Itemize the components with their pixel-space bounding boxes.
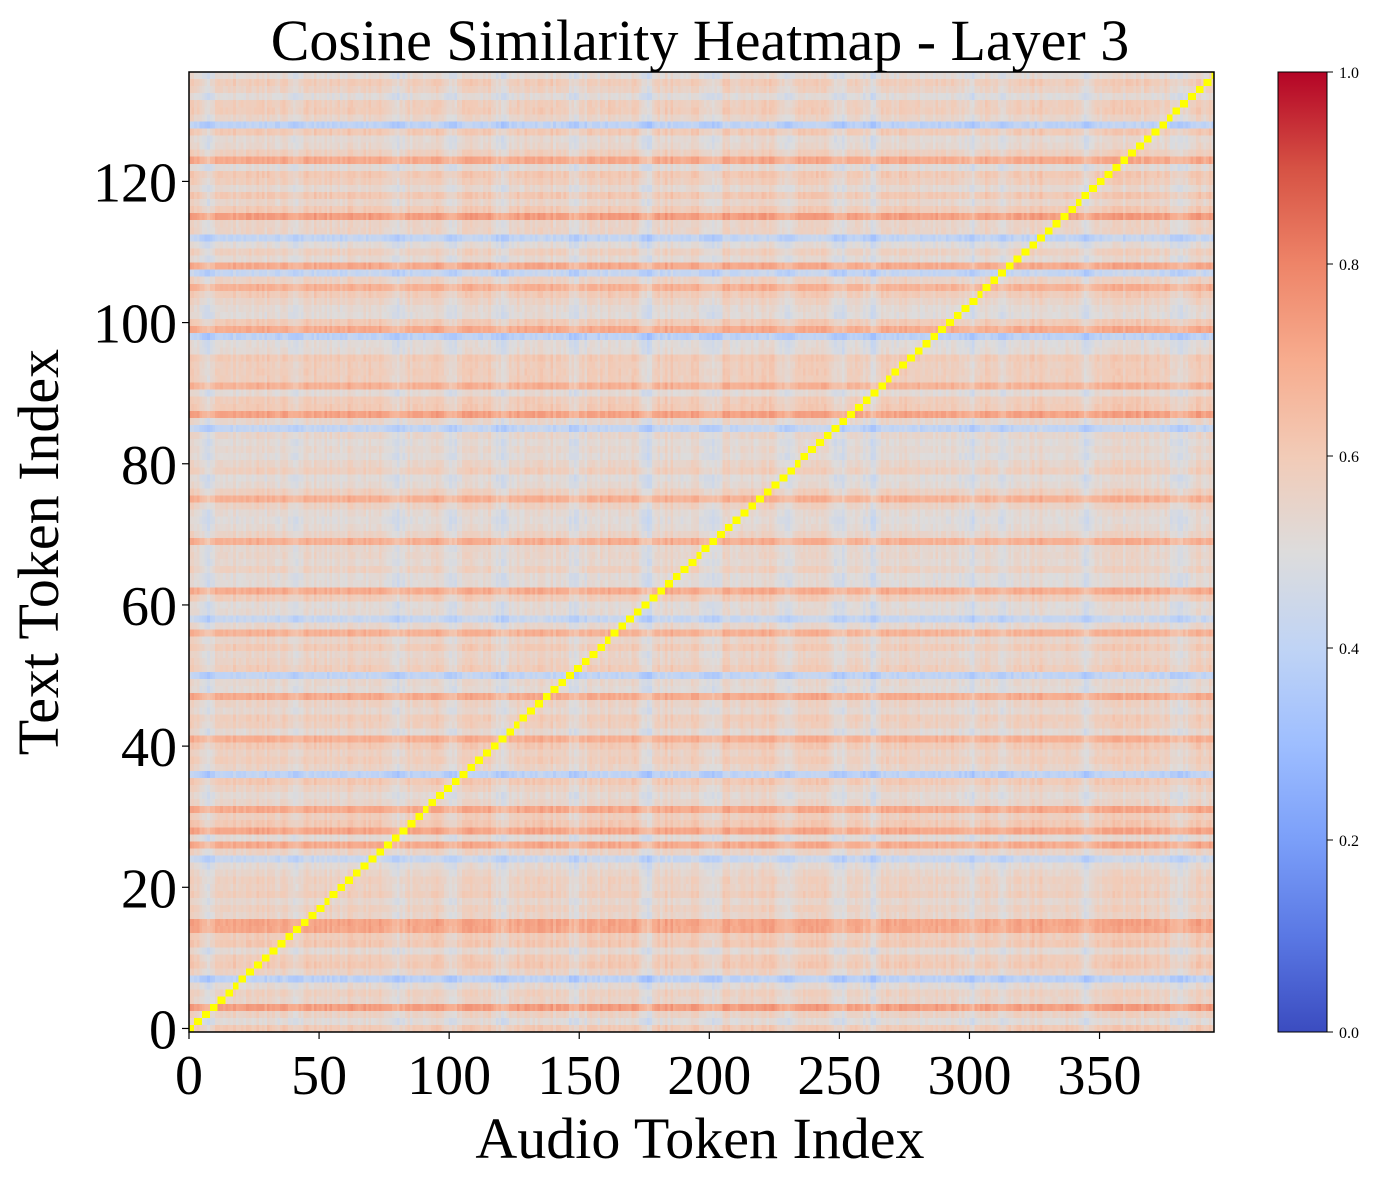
x-axis: 0 50 100 150 200 250 300 350 [175, 1032, 1142, 1107]
x-tick-label: 250 [797, 1045, 881, 1107]
y-axis-label: Text Token Index [6, 349, 71, 755]
heatmap-cells [189, 72, 1214, 1032]
x-tick-label: 200 [667, 1045, 751, 1107]
heatmap-image-container [189, 72, 1214, 1032]
y-tick-label: 20 [121, 858, 177, 920]
chart-title: Cosine Similarity Heatmap - Layer 3 [271, 8, 1130, 73]
y-tick-label: 100 [93, 294, 177, 356]
colorbar-tick-label: 0.6 [1339, 449, 1359, 466]
colorbar [1278, 72, 1327, 1032]
x-tick-label: 350 [1058, 1045, 1142, 1107]
colorbar-axis: 0.0 0.2 0.4 0.6 0.8 1.0 [1327, 65, 1359, 1042]
x-tick-label: 50 [291, 1045, 347, 1107]
colorbar-tick-label: 1.0 [1339, 65, 1359, 82]
y-tick-label: 40 [121, 717, 177, 779]
plot-frame [188, 71, 1215, 1033]
y-axis: 0 20 40 60 80 100 120 [93, 152, 189, 1061]
x-axis-label: Audio Token Index [475, 1106, 924, 1171]
colorbar-tick-label: 0.2 [1339, 833, 1359, 850]
colorbar-tick-label: 0.8 [1339, 257, 1359, 274]
y-tick-label: 80 [121, 435, 177, 497]
x-tick-label: 150 [537, 1045, 621, 1107]
x-tick-label: 100 [407, 1045, 491, 1107]
colorbar-tick-label: 0.0 [1339, 1025, 1359, 1042]
colorbar-tick-label: 0.4 [1339, 641, 1359, 658]
colorbar-frame [1277, 71, 1328, 1033]
y-tick-label: 120 [93, 152, 177, 214]
x-tick-label: 300 [927, 1045, 1011, 1107]
x-tick-label: 0 [175, 1045, 203, 1107]
y-tick-label: 0 [149, 999, 177, 1061]
y-tick-label: 60 [121, 576, 177, 638]
